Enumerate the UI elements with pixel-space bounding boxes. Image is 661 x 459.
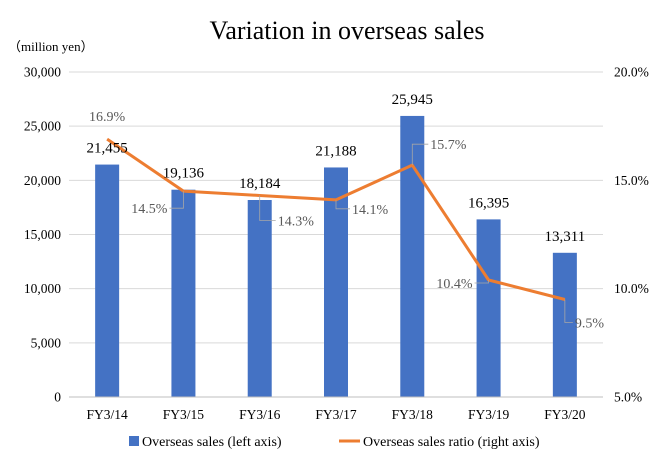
left-tick-label: 5,000 [31,335,62,350]
legend-bar-label: Overseas sales (left axis) [142,435,282,450]
bars [95,115,577,397]
bar-value-label: 21,455 [87,141,128,157]
ratio-leader-line [411,143,429,166]
bar-value-label: 21,188 [315,143,356,159]
ratio-leader-line [169,191,184,209]
bar [552,252,577,397]
ratio-leader-line [474,280,489,284]
right-tick-label: 5.0% [614,390,642,405]
x-tick-label: FY3/14 [87,407,129,422]
bar [476,219,501,397]
x-tick-label: FY3/17 [315,407,357,422]
data-labels: 21,455 19,136 18,184 21,188 25,945 16,395 13,3… [87,92,605,332]
axes: 0 5,000 10,000 15,000 20,000 25,000 30,000 5.0%… [24,65,649,423]
ratio-leader-line [259,195,276,221]
bar-value-label: 25,945 [392,92,433,108]
bar-value-label: 16,395 [468,195,509,211]
right-tick-label: 10.0% [614,281,649,296]
ratio-leader-line [335,199,350,210]
x-tick-label: FY3/16 [239,407,281,422]
x-tick-label: FY3/19 [468,407,510,422]
left-axis-unit: （million yen） [8,39,94,54]
bar-value-label: 19,136 [163,166,205,182]
x-tick-label: FY3/15 [163,407,205,422]
chart-title: Variation in overseas sales [209,16,484,45]
left-tick-label: 0 [54,390,61,405]
left-tick-label: 15,000 [24,227,61,242]
legend-bar-swatch [129,436,139,446]
left-tick-label: 10,000 [24,281,61,296]
ratio-value-label: 16.9% [89,110,126,125]
ratio-leader-line [564,299,573,323]
bar-value-label: 13,311 [545,229,586,245]
x-tick-label: FY3/20 [544,407,586,422]
left-tick-label: 20,000 [24,173,61,188]
x-tick-label: FY3/18 [392,407,434,422]
bar [247,200,272,397]
right-tick-label: 15.0% [614,173,649,188]
bar-value-label: 18,184 [239,176,281,192]
ratio-value-label: 9.5% [575,317,605,332]
bar [171,189,196,397]
ratio-value-label: 14.3% [278,215,315,230]
ratio-value-label: 15.7% [430,138,467,153]
legend-line-label: Overseas sales ratio (right axis) [363,435,540,450]
ratio-value-label: 14.5% [131,202,168,217]
ratio-value-label: 14.1% [352,203,389,218]
bar [95,164,120,397]
right-tick-label: 20.0% [614,65,649,80]
ratio-value-label: 10.4% [436,277,473,292]
left-tick-label: 30,000 [24,65,61,80]
legend: Overseas sales (left axis) Overseas sales… [129,435,540,450]
left-tick-label: 25,000 [24,119,61,134]
